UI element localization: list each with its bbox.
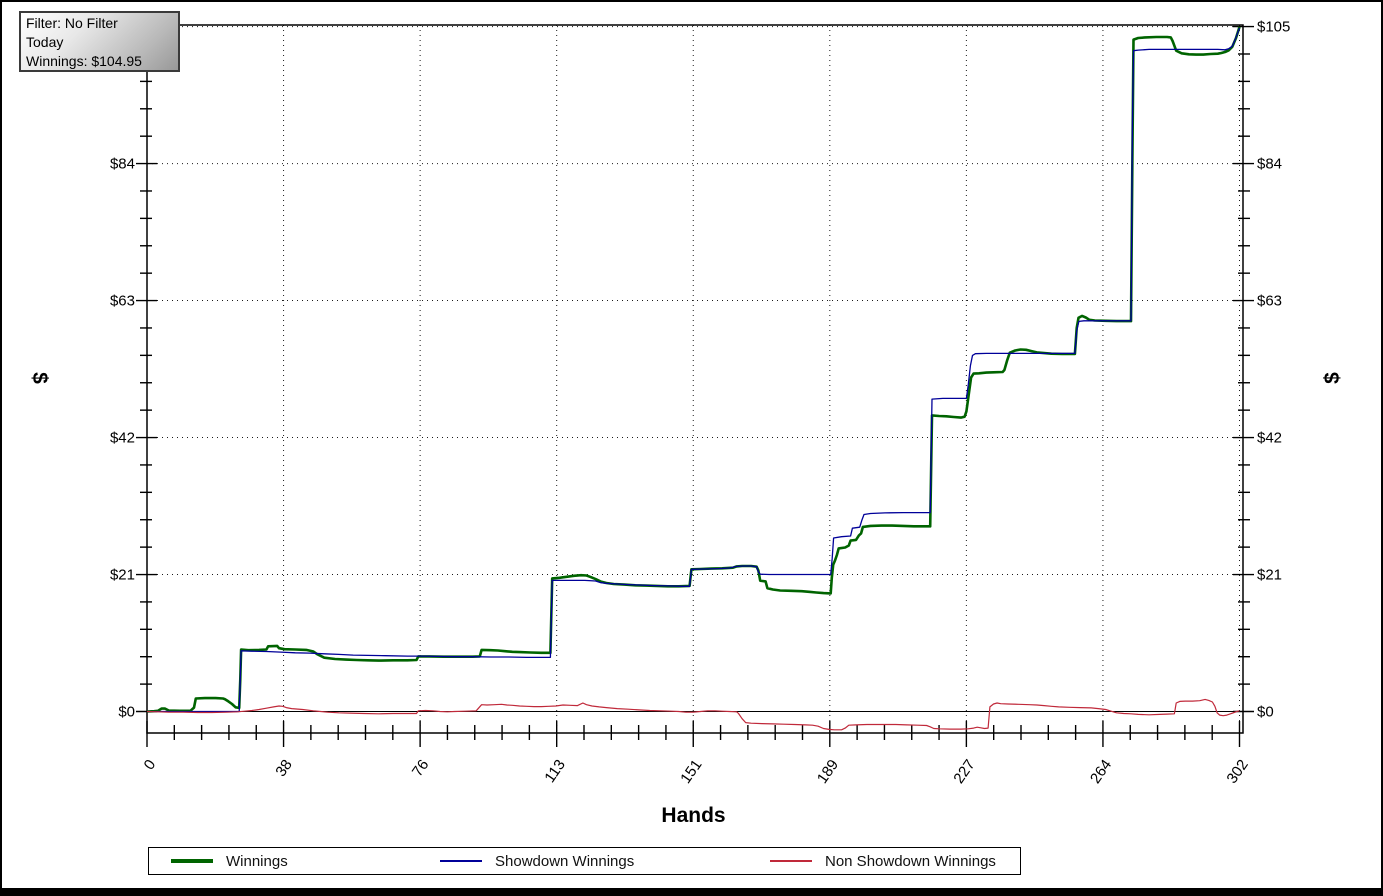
x-tick-label: 264 bbox=[1087, 757, 1115, 787]
y-tick-label-right: $21 bbox=[1257, 567, 1282, 584]
non-showdown-winnings-line-swatch bbox=[770, 860, 812, 862]
y-tick-label-left: $42 bbox=[110, 430, 135, 447]
legend-item-winnings: Winnings bbox=[171, 848, 288, 874]
y-axis-title-right: $ bbox=[1321, 372, 1344, 384]
y-tick-label-left: $84 bbox=[110, 156, 135, 173]
x-tick-label: 227 bbox=[950, 757, 978, 787]
x-axis-title: Hands bbox=[661, 804, 726, 827]
legend-label-showdown-winnings: Showdown Winnings bbox=[495, 852, 635, 870]
filter-info-box: Filter: No Filter Today Winnings: $104.9… bbox=[19, 11, 180, 72]
gridlines bbox=[147, 25, 1243, 733]
tick-labels: $0 $21 $42 $63 $84 $0 $21 $42 $63 $84 $105 0 38 76 113… bbox=[110, 19, 1290, 787]
y-tick-label-right: $105 bbox=[1257, 19, 1290, 36]
series-group bbox=[147, 26, 1241, 731]
winnings-line bbox=[147, 26, 1241, 713]
y-tick-label-left: $63 bbox=[110, 293, 135, 310]
y-tick-label-right: $0 bbox=[1257, 704, 1274, 721]
x-tick-label: 38 bbox=[272, 757, 295, 780]
showdown-winnings-line bbox=[147, 27, 1241, 713]
x-tick-label: 76 bbox=[409, 757, 432, 780]
y-axis-title-left: $ bbox=[28, 372, 51, 384]
x-tick-label: 151 bbox=[677, 757, 705, 787]
legend-label-non-showdown-winnings: Non Showdown Winnings bbox=[825, 852, 996, 870]
showdown-winnings-line-swatch bbox=[440, 860, 482, 862]
legend-item-showdown-winnings: Showdown Winnings bbox=[440, 848, 634, 874]
x-tick-label: 0 bbox=[141, 757, 160, 774]
y-tick-label-right: $42 bbox=[1257, 430, 1282, 447]
non-showdown-winnings-line bbox=[147, 698, 1240, 731]
y-tick-label-left: $0 bbox=[118, 704, 135, 721]
legend: Winnings Showdown Winnings Non Showdown … bbox=[148, 847, 1021, 875]
winnings-line-swatch bbox=[171, 859, 213, 863]
filter-info-line-period: Today bbox=[26, 34, 64, 50]
y-tick-label-left: $21 bbox=[110, 567, 135, 584]
x-tick-label: 302 bbox=[1223, 757, 1251, 787]
filter-info-line-winnings: Winnings: $104.95 bbox=[26, 53, 142, 69]
y-tick-label-right: $63 bbox=[1257, 293, 1282, 310]
legend-item-non-showdown-winnings: Non Showdown Winnings bbox=[770, 848, 996, 874]
legend-label-winnings: Winnings bbox=[226, 852, 288, 870]
y-tick-label-right: $84 bbox=[1257, 156, 1282, 173]
plot-border bbox=[146, 24, 1244, 734]
x-tick-label: 189 bbox=[814, 757, 842, 787]
axis-ticks bbox=[136, 25, 1254, 747]
x-tick-label: 113 bbox=[541, 757, 569, 786]
filter-info-line-filter: Filter: No Filter bbox=[26, 15, 118, 31]
